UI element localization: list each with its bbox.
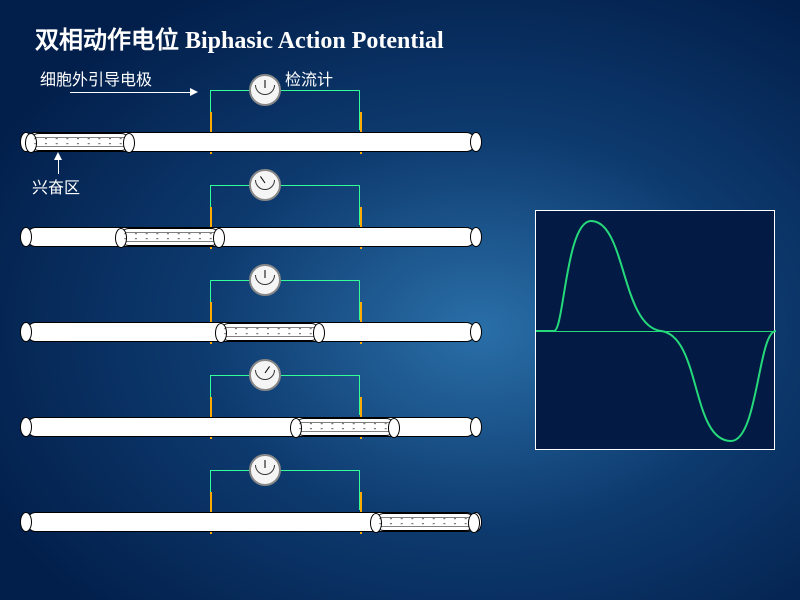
lead-wire [210,90,360,130]
nerve-row: - - - - - - - - - - - - - - - - - - - - … [20,415,480,439]
galvanometer-needle [265,460,266,468]
galvanometer-icon [249,264,281,296]
label-galvanometer: 检流计 [285,66,333,90]
waveform-panel [535,210,775,450]
nerve-fiber [26,227,476,247]
nerve-cap-left [20,417,32,437]
arrow-electrode-line [70,92,190,93]
lead-wire [210,470,360,510]
waveform-baseline [536,331,774,332]
nerve-cap-left [20,227,32,247]
nerve-row: - - - - - - - - - - - - - - - - - - - - … [20,510,480,534]
excitation-hatch: - - - - - - - - - - - - - - - - - - - - … [224,326,316,338]
excitation-zone: - - - - - - - - - - - - - - - - - - - - … [120,228,220,246]
nerve-cap-left [20,322,32,342]
galvanometer-needle [265,80,266,88]
excitation-hatch: - - - - - - - - - - - - - - - - - - - - … [379,516,471,528]
nerve-fiber [26,417,476,437]
label-electrode: 细胞外引导电极 [40,66,152,90]
nerve-row: - - - - - - - - - - - - - - - - - - - - … [20,225,480,249]
nerve-cap-right [470,322,482,342]
title-cn: 双相动作电位 [35,28,179,54]
lead-wire [210,375,360,415]
galvanometer-needle [260,176,265,183]
nerve-cap-left [20,512,32,532]
excitation-zone: - - - - - - - - - - - - - - - - - - - - … [375,513,475,531]
lead-wire [210,280,360,320]
galvanometer-icon [249,74,281,106]
galvanometer-needle [265,270,266,278]
galvanometer-icon [249,454,281,486]
excitation-zone: - - - - - - - - - - - - - - - - - - - - … [220,323,320,341]
excitation-hatch: - - - - - - - - - - - - - - - - - - - - … [124,231,216,243]
excitation-zone: - - - - - - - - - - - - - - - - - - - - … [295,418,395,436]
excitation-hatch: - - - - - - - - - - - - - - - - - - - - … [299,421,391,433]
nerve-cap-right [470,227,482,247]
arrow-electrode-head [190,88,198,96]
title-en: Biphasic Action Potential [185,28,444,54]
nerve-row: - - - - - - - - - - - - - - - - - - - - … [20,320,480,344]
galvanometer-needle [265,366,270,373]
arrow-excite-line [58,160,59,174]
nerve-row: - - - - - - - - - - - - - - - - - - - - … [20,130,480,154]
label-excitation-zone: 兴奋区 [32,174,80,198]
lead-wire [210,185,360,225]
galvanometer-icon [249,169,281,201]
nerve-cap-right [470,132,482,152]
nerve-cap-right [470,417,482,437]
excitation-zone: - - - - - - - - - - - - - - - - - - - - … [30,133,130,151]
page-title: 双相动作电位 Biphasic Action Potential [35,20,444,55]
excitation-hatch: - - - - - - - - - - - - - - - - - - - - … [34,136,126,148]
galvanometer-icon [249,359,281,391]
